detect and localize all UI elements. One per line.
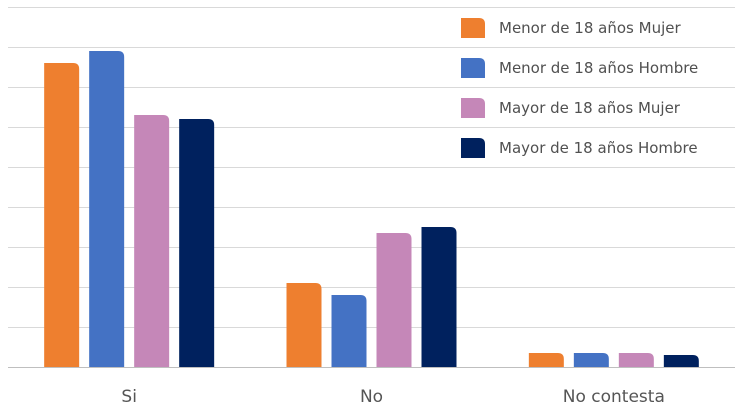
legend-swatch <box>461 18 485 38</box>
bar <box>618 353 654 367</box>
legend: Menor de 18 años Mujer Menor de 18 años H… <box>461 18 698 158</box>
bars <box>44 51 699 367</box>
legend-label: Mayor de 18 años Hombre <box>499 139 698 157</box>
x-tick-labels: Si No No contesta <box>121 387 664 407</box>
bar <box>573 353 609 367</box>
legend-swatch <box>461 138 485 158</box>
gridlines <box>8 7 735 368</box>
bar <box>421 227 457 367</box>
legend-label: Menor de 18 años Mujer <box>499 19 681 37</box>
bar <box>528 353 564 367</box>
x-tick-label: Si <box>121 387 137 407</box>
bar <box>286 283 322 367</box>
bar <box>179 119 215 367</box>
bar <box>331 295 367 367</box>
legend-label: Menor de 18 años Hombre <box>499 59 698 77</box>
bar <box>376 233 412 367</box>
legend-swatch <box>461 98 485 118</box>
bar <box>134 115 170 367</box>
bar <box>89 51 125 367</box>
x-tick-label: No contesta <box>563 387 665 407</box>
bar <box>663 355 699 367</box>
bar <box>44 63 80 367</box>
legend-swatch <box>461 58 485 78</box>
x-tick-label: No <box>360 387 383 407</box>
legend-label: Mayor de 18 años Mujer <box>499 99 681 117</box>
